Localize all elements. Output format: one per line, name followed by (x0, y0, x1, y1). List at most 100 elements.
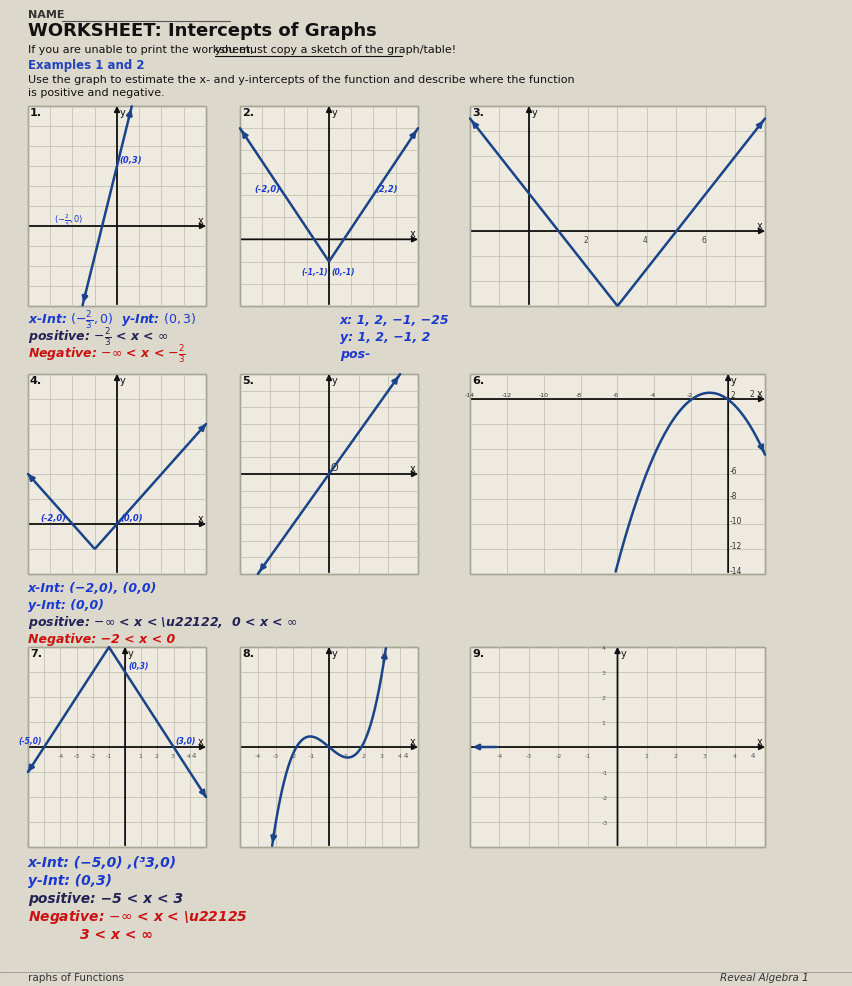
Text: -2: -2 (89, 754, 96, 759)
Bar (239, 374, 417, 574)
Text: y: y (120, 376, 125, 386)
Text: NAME: NAME (28, 10, 65, 20)
Text: 2: 2 (729, 391, 734, 400)
Text: 1.: 1. (30, 108, 42, 118)
Text: If you are unable to print the worksheet,: If you are unable to print the worksheet… (28, 45, 257, 55)
Text: y: y (120, 108, 125, 118)
Text: -3: -3 (273, 754, 279, 759)
Text: -2: -2 (555, 754, 561, 759)
Text: (0,3): (0,3) (128, 662, 148, 671)
Text: 4: 4 (404, 753, 408, 759)
Text: 1: 1 (138, 754, 142, 759)
Text: Use the graph to estimate the x- and y-intercepts of the function and describe w: Use the graph to estimate the x- and y-i… (28, 75, 574, 85)
Text: -10: -10 (729, 517, 741, 526)
Text: y-Int: (0,0): y-Int: (0,0) (28, 599, 104, 612)
Text: (-5,0): (-5,0) (18, 737, 42, 746)
Text: O: O (331, 463, 338, 473)
Text: 1: 1 (343, 754, 348, 759)
Text: y: 1, 2, −1, 2: y: 1, 2, −1, 2 (340, 331, 430, 344)
Text: pos-: pos- (340, 348, 370, 361)
Text: x: x (410, 230, 415, 240)
Text: x: x (756, 389, 762, 399)
Text: x-Int: (−5,0) ,(³3,0): x-Int: (−5,0) ,(³3,0) (28, 856, 177, 870)
Text: 3: 3 (379, 754, 383, 759)
Text: 4.: 4. (30, 376, 42, 386)
Text: -3: -3 (73, 754, 80, 759)
Text: -1: -1 (601, 771, 607, 776)
Text: x: x (756, 737, 762, 747)
Text: -8: -8 (729, 492, 737, 501)
Text: y: y (619, 649, 625, 659)
Text: -14: -14 (464, 393, 475, 398)
Text: -2: -2 (290, 754, 296, 759)
Text: (0,-1): (0,-1) (331, 267, 354, 276)
Text: -4: -4 (57, 754, 64, 759)
Text: -1: -1 (308, 754, 314, 759)
Text: positive: −5 < x < 3: positive: −5 < x < 3 (28, 892, 183, 906)
Text: 3: 3 (601, 671, 605, 676)
Text: WORKSHEET: Intercepts of Graphs: WORKSHEET: Intercepts of Graphs (28, 22, 377, 40)
Text: is positive and negative.: is positive and negative. (28, 88, 164, 98)
Text: (0,3): (0,3) (119, 156, 141, 165)
Text: 4: 4 (397, 754, 400, 759)
Text: 3: 3 (170, 754, 175, 759)
Text: -14: -14 (729, 567, 741, 576)
Bar (469, 106, 764, 306)
Text: 2: 2 (673, 754, 676, 759)
Text: -1: -1 (106, 754, 112, 759)
Bar (469, 374, 764, 574)
Text: 2.: 2. (242, 108, 254, 118)
Text: -4: -4 (255, 754, 261, 759)
Text: 2: 2 (361, 754, 366, 759)
Text: x-Int: (−2,0), (0,0): x-Int: (−2,0), (0,0) (28, 582, 157, 595)
Text: y: y (532, 108, 537, 118)
Text: -4: -4 (648, 393, 655, 398)
Text: -2: -2 (601, 796, 607, 801)
Text: y: y (128, 649, 134, 659)
Text: -6: -6 (612, 393, 618, 398)
Text: positive: $-\frac{2}{3}$ < x < $\infty$: positive: $-\frac{2}{3}$ < x < $\infty$ (28, 326, 169, 348)
Text: x: x (410, 464, 415, 474)
Text: -4: -4 (496, 754, 502, 759)
Text: -12: -12 (729, 542, 741, 551)
Text: 2: 2 (749, 390, 754, 399)
Text: Reveal Algebra 1: Reveal Algebra 1 (719, 973, 808, 983)
Bar (28, 647, 206, 847)
Text: 1: 1 (601, 721, 605, 726)
Text: x: x (410, 737, 415, 747)
Text: y: y (331, 108, 337, 118)
Text: Negative: $-\infty$ < x < $-\frac{2}{3}$: Negative: $-\infty$ < x < $-\frac{2}{3}$ (28, 343, 186, 366)
Text: Negative: −2 < x < 0: Negative: −2 < x < 0 (28, 633, 175, 646)
Text: Negative: $-\infty$ < x < \u22125: Negative: $-\infty$ < x < \u22125 (28, 908, 247, 926)
Text: -8: -8 (575, 393, 581, 398)
Text: -10: -10 (538, 393, 548, 398)
Text: you must copy a sketch of the graph/table!: you must copy a sketch of the graph/tabl… (215, 45, 456, 55)
Text: (-2,0): (-2,0) (40, 514, 66, 523)
Text: y: y (730, 376, 736, 386)
Text: 4: 4 (732, 754, 735, 759)
Text: 4: 4 (192, 753, 196, 759)
Text: x: x (198, 514, 204, 524)
Text: y-Int: (0,3): y-Int: (0,3) (28, 874, 112, 888)
Text: 2: 2 (601, 696, 605, 701)
Bar (469, 647, 764, 847)
Text: 4: 4 (187, 754, 191, 759)
Text: y: y (331, 649, 337, 659)
Text: -12: -12 (501, 393, 511, 398)
Text: 4: 4 (642, 236, 648, 245)
Bar (28, 106, 206, 306)
Text: Examples 1 and 2: Examples 1 and 2 (28, 59, 144, 72)
Text: 5.: 5. (242, 376, 254, 386)
Bar (239, 106, 417, 306)
Text: x: 1, 2, −1, −25: x: 1, 2, −1, −25 (340, 314, 449, 327)
Text: (-2,0): (-2,0) (254, 185, 280, 194)
Text: -3: -3 (601, 821, 607, 826)
Text: x: x (198, 737, 204, 747)
Text: 4: 4 (750, 753, 755, 759)
Text: raphs of Functions: raphs of Functions (28, 973, 124, 983)
Bar (239, 647, 417, 847)
Text: 4: 4 (601, 646, 605, 651)
Text: -2: -2 (686, 393, 692, 398)
Text: x: x (198, 216, 204, 226)
Text: y: y (331, 376, 337, 386)
